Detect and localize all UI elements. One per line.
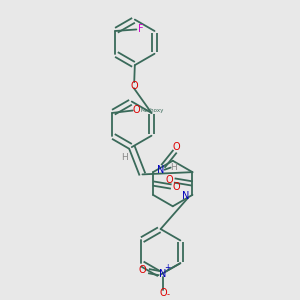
Text: O: O — [133, 105, 140, 115]
Text: +: + — [164, 263, 170, 272]
Text: -: - — [167, 290, 170, 299]
Text: O: O — [173, 142, 180, 152]
Text: N: N — [157, 165, 164, 175]
Text: N: N — [182, 191, 189, 201]
Text: H: H — [170, 163, 177, 172]
Text: O: O — [172, 182, 180, 191]
Text: H: H — [121, 153, 128, 162]
Text: O: O — [130, 81, 138, 91]
Text: Methoxy: Methoxy — [140, 108, 164, 113]
Text: O: O — [160, 288, 167, 298]
Text: O: O — [139, 266, 146, 275]
Text: N: N — [159, 269, 166, 279]
Text: F: F — [138, 24, 144, 34]
Text: O: O — [166, 176, 173, 185]
